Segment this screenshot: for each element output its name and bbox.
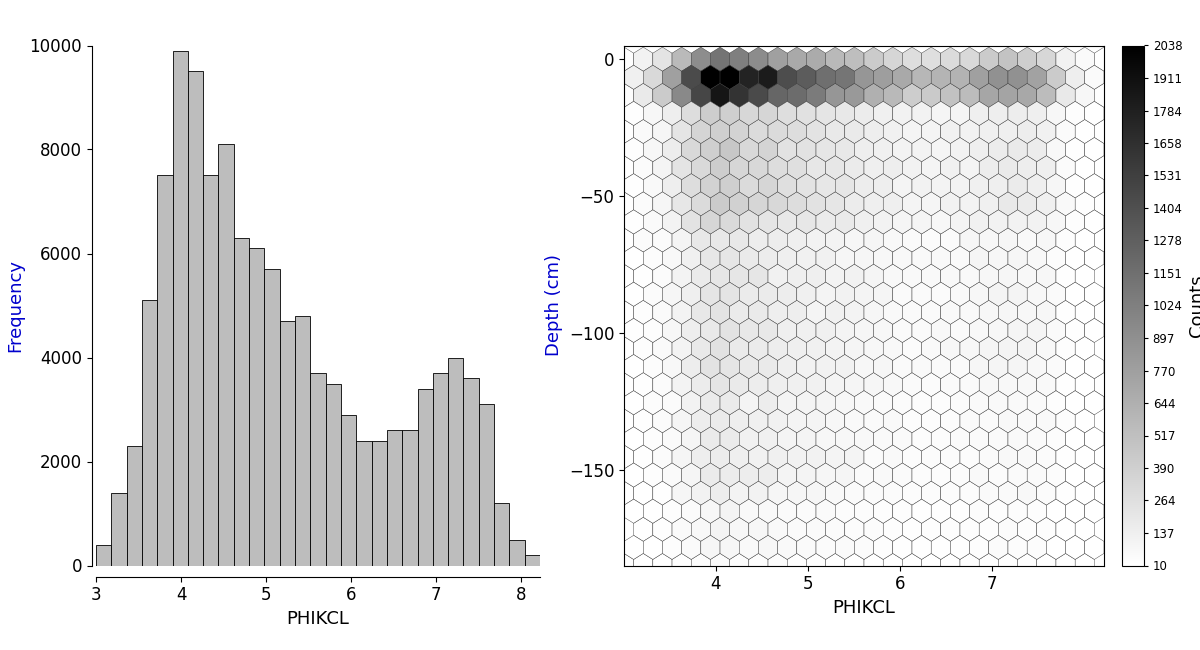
Bar bbox=[250, 248, 264, 566]
Bar bbox=[386, 430, 402, 566]
Bar bbox=[311, 373, 325, 566]
X-axis label: PHIKCL: PHIKCL bbox=[833, 599, 895, 617]
Y-axis label: Counts: Counts bbox=[1188, 274, 1200, 337]
Bar bbox=[418, 389, 433, 566]
Bar bbox=[234, 238, 250, 566]
Bar bbox=[218, 144, 234, 566]
Bar bbox=[127, 446, 142, 566]
Bar bbox=[157, 176, 173, 566]
Bar bbox=[356, 441, 372, 566]
Bar bbox=[433, 373, 448, 566]
Bar bbox=[479, 404, 494, 566]
Bar bbox=[463, 378, 479, 566]
Bar bbox=[142, 300, 157, 566]
Bar bbox=[494, 503, 509, 566]
Bar bbox=[188, 72, 203, 566]
Bar bbox=[509, 540, 524, 566]
Bar bbox=[325, 384, 341, 566]
Bar bbox=[112, 493, 127, 566]
Bar bbox=[341, 415, 356, 566]
Bar bbox=[448, 358, 463, 566]
X-axis label: PHIKCL: PHIKCL bbox=[287, 610, 349, 628]
Bar bbox=[524, 555, 540, 566]
Bar bbox=[96, 545, 112, 566]
Bar bbox=[295, 316, 311, 566]
Y-axis label: Depth (cm): Depth (cm) bbox=[545, 255, 563, 356]
Bar bbox=[203, 176, 218, 566]
Bar bbox=[280, 321, 295, 566]
Bar bbox=[402, 430, 418, 566]
Y-axis label: Frequency: Frequency bbox=[6, 259, 24, 352]
Bar bbox=[372, 441, 386, 566]
Bar bbox=[264, 269, 280, 566]
Bar bbox=[173, 51, 188, 566]
